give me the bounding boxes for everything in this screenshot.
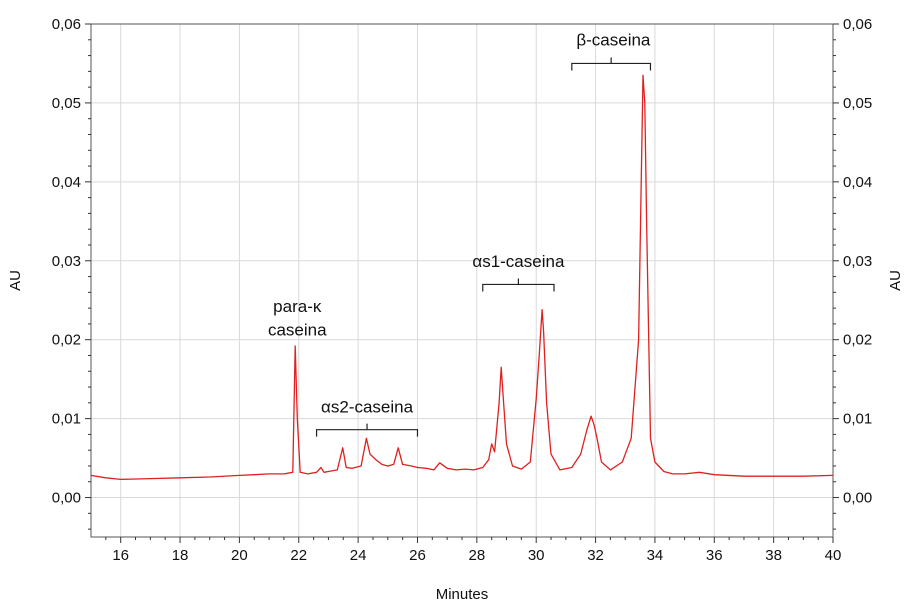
peak-label: αs2-caseina bbox=[321, 397, 414, 416]
x-tick-label: 32 bbox=[587, 547, 604, 564]
y-axis-title-right: AU bbox=[887, 270, 904, 291]
x-tick-label: 26 bbox=[409, 547, 426, 564]
peak-bracket bbox=[482, 278, 555, 292]
x-tick-label: 40 bbox=[825, 547, 842, 564]
x-tick-label: 24 bbox=[350, 547, 367, 564]
y-tick-label-left: 0,06 bbox=[52, 16, 81, 33]
y-tick-label-right: 0,03 bbox=[843, 253, 872, 270]
peak-label: para-κ bbox=[273, 297, 322, 316]
x-tick-label: 38 bbox=[765, 547, 782, 564]
y-tick-label-left: 0,04 bbox=[52, 174, 81, 191]
y-tick-label-right: 0,04 bbox=[843, 174, 872, 191]
x-tick-label: 30 bbox=[528, 547, 545, 564]
peak-bracket bbox=[315, 423, 419, 437]
x-tick-label: 34 bbox=[647, 547, 664, 564]
y-tick-label-right: 0,02 bbox=[843, 332, 872, 349]
x-tick-label: 18 bbox=[172, 547, 189, 564]
x-tick-label: 20 bbox=[231, 547, 248, 564]
x-tick-label: 36 bbox=[706, 547, 723, 564]
peak-bracket bbox=[571, 57, 652, 71]
y-tick-label-left: 0,02 bbox=[52, 332, 81, 349]
peak-label: αs1-caseina bbox=[472, 252, 565, 271]
y-tick-label-right: 0,05 bbox=[843, 95, 872, 112]
x-axis-title: Minutes bbox=[436, 586, 489, 603]
chromatogram-trace bbox=[90, 74, 834, 481]
y-tick-label-right: 0,00 bbox=[843, 490, 872, 507]
y-tick-label-left: 0,00 bbox=[52, 490, 81, 507]
peak-label: caseina bbox=[268, 321, 327, 340]
y-tick-label-left: 0,03 bbox=[52, 253, 81, 270]
y-tick-label-right: 0,01 bbox=[843, 411, 872, 428]
y-axis-title-left: AU bbox=[7, 270, 24, 291]
x-tick-label: 16 bbox=[112, 547, 129, 564]
y-tick-label-right: 0,06 bbox=[843, 16, 872, 33]
axis-ticks bbox=[85, 23, 839, 543]
grid-lines bbox=[91, 23, 834, 537]
tick-labels: 16 18 20 22 24 26 28 30 32 34 36 38 40 0,00 0,00 0,01 0,… bbox=[52, 16, 872, 564]
peak-label: β-caseina bbox=[576, 30, 651, 49]
plot-frame bbox=[90, 23, 834, 538]
y-tick-label-left: 0,05 bbox=[52, 95, 81, 112]
y-tick-label-left: 0,01 bbox=[52, 411, 81, 428]
x-tick-label: 22 bbox=[290, 547, 307, 564]
x-tick-label: 28 bbox=[468, 547, 485, 564]
peak-annotations: para-κ caseina αs2-caseina αs1-caseina β-cas… bbox=[268, 30, 652, 437]
